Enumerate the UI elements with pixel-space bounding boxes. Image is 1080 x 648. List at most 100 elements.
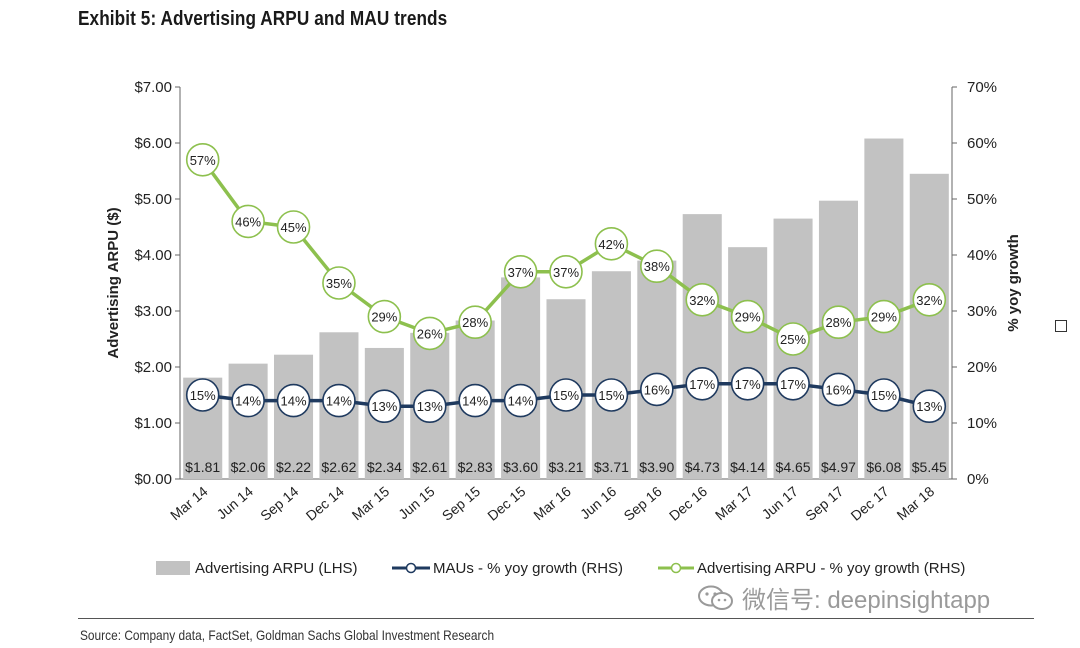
point-mau-growth [594,378,629,412]
bar-arpu [728,247,768,479]
bar-value-label: $3.60 [503,459,538,475]
point-arpu-growth [412,316,447,351]
bar-arpu [591,271,631,479]
legend-label-arpu-growth: Advertising ARPU - % yoy growth (RHS) [697,560,965,577]
left-tick-label: $4.00 [134,247,172,264]
point-mau-growth [549,378,583,412]
arpu-growth-label: 45% [281,220,307,235]
source-note: Source: Company data, FactSet, Goldman S… [80,627,495,643]
x-tick-label: Mar 15 [349,483,393,523]
x-tick-label: Mar 14 [167,483,211,523]
x-tick-label: Sep 17 [802,483,846,524]
left-axis-title: Advertising ARPU ($) [105,207,122,358]
bar-value-label: $2.22 [276,459,311,475]
left-tick-label: $7.00 [134,79,172,96]
point-mau-growth [185,378,220,412]
right-tick-label: 20% [967,359,997,376]
legend-swatch-arpu [156,561,190,575]
right-tick-label: 40% [967,247,997,264]
x-tick-label: Jun 16 [577,483,620,522]
point-arpu-growth [821,305,856,340]
left-tick-label: $6.00 [134,135,172,152]
arpu-growth-label: 28% [825,315,851,330]
point-mau-growth [322,383,356,418]
point-arpu-growth [549,254,583,289]
bar-value-label: $2.34 [367,459,402,475]
point-mau-growth [730,366,765,401]
left-tick-label: $2.00 [134,359,172,376]
bar-value-label: $3.90 [639,459,674,475]
bar-value-label: $5.45 [912,459,947,475]
arpu-growth-label: 29% [371,310,397,325]
x-tick-label: Dec 17 [848,483,892,524]
bar-value-label: $2.62 [321,459,356,475]
bar-arpu [682,214,722,479]
x-tick-label: Sep 14 [257,483,301,524]
legend-label-arpu: Advertising ARPU (LHS) [195,560,358,577]
legend-label-mau: MAUs - % yoy growth (RHS) [433,560,623,577]
point-arpu-growth [912,282,947,317]
bar-arpu [637,260,677,479]
point-mau-growth [458,383,492,418]
arpu-growth-label: 29% [871,310,897,325]
x-tick-label: Jun 14 [214,483,257,522]
arpu-growth-label: 42% [598,237,624,252]
mau-growth-label: 16% [644,382,670,397]
mau-growth-label: 13% [916,399,942,414]
x-tick-label: Sep 15 [439,483,483,524]
right-tick-label: 70% [967,79,997,96]
x-tick-label: Jun 17 [758,483,801,522]
arpu-growth-label: 35% [326,276,352,291]
watermark-text: 微信号: deepinsightapp [742,587,991,614]
right-tick-label: 30% [967,303,997,320]
divider [78,618,1034,619]
right-tick-label: 0% [967,471,989,488]
arpu-growth-label: 32% [689,293,715,308]
square-marker [1055,320,1067,332]
mau-growth-label: 14% [281,394,307,409]
bar-value-label: $6.08 [866,459,901,475]
left-tick-label: $1.00 [134,415,172,432]
bar-value-label: $3.21 [548,459,583,475]
bar-arpu [228,363,268,479]
point-arpu-growth [458,305,492,340]
mau-growth-label: 13% [371,399,397,414]
x-tick-label: Mar 18 [894,483,938,523]
bar-arpu [501,277,541,479]
x-tick-label: Jun 15 [395,483,438,522]
mau-growth-label: 15% [553,388,579,403]
bar-value-label: $4.65 [776,459,811,475]
bar-value-label: $2.83 [458,459,493,475]
point-mau-growth [231,383,265,418]
x-tick-label: Sep 16 [620,483,664,524]
arpu-growth-label: 32% [916,293,942,308]
mau-growth-label: 13% [417,399,443,414]
arpu-growth-label: 29% [735,310,761,325]
mau-growth-label: 17% [780,377,806,392]
arpu-growth-label: 37% [553,265,579,280]
mau-growth-label: 16% [825,382,851,397]
point-mau-growth [276,383,311,418]
bar-value-label: $4.73 [685,459,720,475]
bar-arpu [909,173,949,480]
point-arpu-growth [503,254,538,289]
point-arpu-growth [231,204,265,239]
bar-value-label: $3.71 [594,459,629,475]
x-tick-label: Dec 14 [303,483,347,524]
bar-value-label: $4.14 [730,459,765,475]
arpu-growth-label: 57% [190,153,216,168]
legend-marker-mau [405,562,417,574]
legend-marker-arpu-growth [670,562,682,574]
point-arpu-growth [867,299,901,334]
arpu-growth-label: 28% [462,315,488,330]
page-title: Exhibit 5: Advertising ARPU and MAU tren… [78,8,448,30]
right-tick-label: 10% [967,415,997,432]
x-tick-label: Mar 17 [712,483,756,523]
point-arpu-growth [730,299,765,334]
point-arpu-growth [594,227,629,261]
arpu-growth-label: 37% [508,265,534,280]
point-arpu-growth [185,143,220,177]
point-arpu-growth [776,322,810,356]
watermark: 微信号: deepinsightapp [696,580,990,615]
mau-growth-label: 17% [689,377,715,392]
